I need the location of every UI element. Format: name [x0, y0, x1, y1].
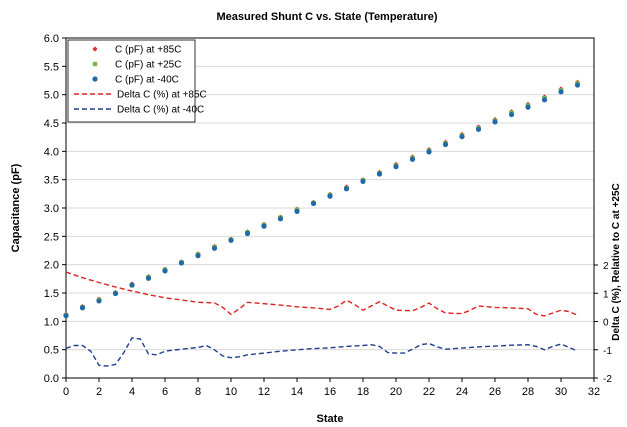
- x-tick-label: 16: [324, 386, 336, 398]
- x-tick-label: 18: [357, 386, 369, 398]
- legend-label: Delta C (%) at +85C: [117, 90, 207, 101]
- y-axis-right: -2 -1 0 1 2: [594, 261, 612, 385]
- legend-label: C (pF) at +25C: [115, 60, 181, 71]
- y-tick-label: 6.0: [44, 33, 59, 45]
- x-tick-label: 26: [489, 386, 501, 398]
- legend-label: C (pF) at +85C: [115, 45, 181, 56]
- data-point: [574, 82, 581, 88]
- data-point: [63, 313, 69, 319]
- capacitance-points: [63, 79, 581, 319]
- data-point: [195, 253, 201, 259]
- data-point: [360, 178, 366, 184]
- y-axis-title: Capacitance (pF): [10, 163, 22, 252]
- y-tick-label: 5.0: [44, 90, 59, 102]
- legend: C (pF) at +85C C (pF) at +25C C (pF) at -4…: [67, 39, 207, 123]
- data-point: [343, 186, 350, 192]
- data-point: [508, 111, 515, 118]
- legend-marker: [92, 76, 98, 82]
- data-point: [178, 260, 185, 266]
- x-tick-label: 4: [129, 386, 135, 398]
- series-line-2: [65, 337, 578, 367]
- y-tick-label: 1.5: [44, 288, 59, 300]
- y2-tick-label: -2: [603, 374, 612, 385]
- legend-marker: [92, 61, 98, 67]
- y-tick-label: 5.5: [44, 61, 59, 73]
- y2-tick-label: -1: [603, 346, 612, 357]
- data-point: [294, 208, 300, 214]
- data-point: [393, 164, 399, 170]
- x-axis: 0 2 4 6 8 10 12 14 16 18 20 22 24 26 28 30 32: [63, 378, 600, 398]
- legend-marker: [92, 46, 98, 52]
- x-tick-label: 28: [522, 386, 534, 398]
- y2-axis-title: Delta C (%), Relative to C at +25C: [611, 183, 622, 341]
- y-axis-left: 0.0 0.5 1.0 1.5 2.0 2.5 3.0 3.5 4.0 4.5 5.0 5.5 6.0: [44, 33, 66, 385]
- data-point: [244, 230, 251, 237]
- x-axis-title: State: [317, 413, 344, 425]
- y2-tick-label: 0: [603, 318, 609, 329]
- x-tick-label: 6: [162, 386, 168, 398]
- y-tick-label: 2.5: [44, 231, 59, 243]
- y-tick-label: 0.5: [44, 345, 59, 357]
- data-point: [211, 245, 218, 251]
- data-point: [426, 149, 432, 155]
- x-tick-label: 12: [258, 386, 270, 398]
- data-point: [376, 171, 383, 177]
- data-point: [310, 200, 317, 207]
- x-tick-label: 0: [63, 386, 69, 398]
- data-point: [541, 97, 548, 103]
- data-point: [327, 193, 333, 199]
- data-point: [96, 298, 102, 304]
- y2-tick-label: 2: [603, 261, 609, 272]
- x-tick-label: 24: [456, 386, 468, 398]
- y-tick-label: 3.0: [44, 203, 59, 215]
- x-tick-label: 22: [423, 386, 435, 398]
- legend-label: C (pF) at -40C: [115, 75, 179, 86]
- y-tick-label: 2.0: [44, 260, 59, 272]
- data-point: [492, 119, 498, 125]
- legend-box: [67, 39, 196, 123]
- data-point: [525, 104, 531, 110]
- y-tick-label: 3.5: [44, 175, 59, 187]
- data-point: [79, 305, 86, 311]
- data-point: [558, 89, 564, 95]
- data-point: [475, 126, 482, 132]
- series-line-1: [65, 271, 578, 317]
- x-tick-label: 2: [96, 386, 102, 398]
- y-tick-label: 4.5: [44, 118, 59, 130]
- data-point: [261, 223, 267, 229]
- data-point: [129, 282, 135, 288]
- data-point: [228, 237, 234, 243]
- data-point: [459, 134, 465, 140]
- data-point: [112, 290, 119, 297]
- chart-title: Measured Shunt C vs. State (Temperature): [216, 11, 437, 23]
- x-tick-label: 14: [291, 386, 303, 398]
- x-tick-label: 30: [555, 386, 567, 398]
- y-tick-label: 0.0: [44, 373, 59, 385]
- data-point: [162, 268, 168, 274]
- data-point: [277, 216, 284, 222]
- data-point: [145, 275, 152, 281]
- x-tick-label: 10: [225, 386, 237, 398]
- x-tick-label: 20: [390, 386, 402, 398]
- y-tick-label: 1.0: [44, 316, 59, 328]
- y-tick-label: 4.0: [44, 146, 59, 158]
- data-point: [442, 141, 449, 148]
- x-tick-label: 32: [588, 386, 600, 398]
- y2-tick-label: 1: [603, 289, 609, 300]
- delta-lines: [65, 271, 578, 367]
- data-point: [409, 156, 416, 162]
- x-tick-label: 8: [195, 386, 201, 398]
- legend-label: Delta C (%) at -40C: [117, 105, 204, 116]
